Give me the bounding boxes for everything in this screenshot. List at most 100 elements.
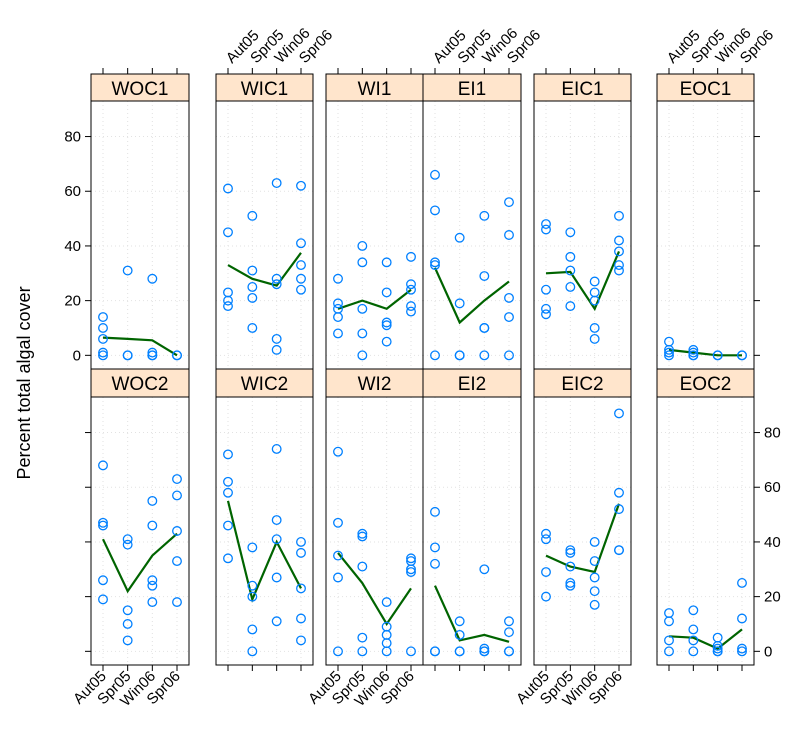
data-point: [614, 545, 624, 556]
data-point: [504, 616, 514, 627]
data-point: [172, 490, 182, 501]
data-point: [454, 646, 465, 657]
data-point: [479, 646, 490, 657]
panel-title: EOC2: [680, 374, 732, 395]
data-point: [541, 284, 551, 295]
data-point: [223, 183, 233, 194]
data-point: [247, 292, 258, 303]
data-point: [247, 210, 258, 221]
data-point: [271, 178, 282, 188]
y-tick-label: 60: [764, 479, 781, 496]
data-point: [541, 224, 551, 235]
data-point: [122, 539, 133, 550]
data-point: [614, 260, 624, 271]
data-point: [381, 638, 392, 649]
data-point: [614, 210, 624, 221]
data-point: [296, 547, 306, 558]
data-point: [357, 257, 368, 268]
data-point: [223, 476, 233, 487]
data-point: [247, 323, 258, 333]
data-point: [147, 520, 158, 531]
data-point: [357, 328, 368, 339]
data-point: [430, 169, 440, 180]
data-point: [172, 597, 182, 608]
data-point: [406, 306, 416, 317]
data-point: [223, 295, 233, 306]
panel-WIC2: WIC2: [215, 368, 314, 671]
data-point: [565, 251, 576, 262]
data-point: [589, 295, 600, 306]
data-point: [614, 265, 624, 276]
data-point: [614, 235, 624, 246]
data-point: [688, 347, 699, 358]
data-point: [406, 251, 416, 262]
panel-strip: [215, 368, 314, 398]
panel-strip: [325, 73, 424, 102]
data-point: [296, 583, 306, 594]
series-mean-line: [668, 348, 742, 357]
data-point: [122, 265, 133, 276]
data-point: [479, 350, 490, 361]
data-point: [271, 344, 282, 355]
panel-WOC1: WOC1 0 20 40 60 80: [64, 68, 190, 370]
data-point: [122, 619, 133, 629]
panel-title: EI2: [458, 374, 487, 395]
data-point: [98, 312, 108, 322]
data-point: [737, 643, 747, 654]
data-point: [381, 320, 392, 331]
data-point: [504, 230, 514, 240]
data-point: [147, 347, 158, 358]
panel-strip: [533, 368, 632, 398]
data-point: [541, 567, 551, 577]
data-point: [479, 323, 490, 333]
data-point: [122, 605, 133, 616]
data-point: [664, 646, 674, 657]
panel-title: WIC1: [241, 79, 289, 100]
data-point: [614, 504, 624, 515]
y-axis-title: Percent total algal cover: [14, 286, 34, 479]
data-point: [664, 350, 674, 361]
panel-frame: [90, 100, 190, 370]
series-mean-line: [102, 532, 178, 594]
data-point: [333, 446, 343, 457]
data-point: [688, 344, 699, 355]
data-point: [712, 643, 723, 654]
data-point: [541, 309, 551, 320]
data-point: [688, 624, 699, 635]
data-point: [271, 534, 282, 545]
series-mean-line: [337, 552, 412, 627]
data-point: [541, 534, 551, 545]
data-point: [589, 572, 600, 583]
data-point: [589, 586, 600, 597]
data-point: [430, 260, 440, 271]
data-point: [454, 298, 465, 309]
data-point: [223, 487, 233, 498]
panel-title: EIC2: [561, 374, 603, 395]
data-point: [541, 219, 551, 230]
data-point: [333, 328, 343, 339]
data-point: [504, 197, 514, 208]
data-point: [406, 646, 416, 657]
data-point: [147, 495, 158, 506]
data-point: [737, 578, 747, 588]
series-mean-line: [226, 500, 302, 603]
data-point: [357, 303, 368, 314]
data-point: [565, 580, 576, 591]
series-mean-line: [668, 628, 743, 650]
data-point: [614, 408, 624, 419]
data-point: [333, 312, 343, 322]
data-point: [172, 350, 182, 361]
data-point: [479, 210, 490, 221]
data-point: [737, 613, 747, 624]
data-point: [541, 591, 551, 602]
data-point: [247, 646, 258, 657]
data-point: [296, 180, 306, 191]
series-mean-line: [337, 288, 412, 311]
panel-WI1: WI1: [325, 68, 424, 370]
data-point: [333, 646, 343, 657]
data-point: [357, 240, 368, 251]
data-point: [381, 646, 392, 657]
